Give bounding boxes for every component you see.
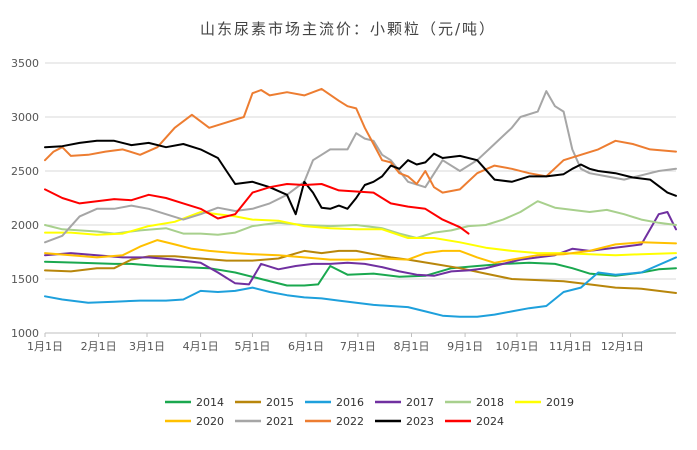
chart-title: 山东尿素市场主流价：小颗粒（元/吨）	[200, 20, 496, 38]
legend-label-2024: 2024	[476, 415, 504, 428]
legend-label-2022: 2022	[336, 415, 364, 428]
x-tick-label: 12月1日	[601, 340, 644, 353]
legend-label-2014: 2014	[196, 396, 224, 409]
x-tick-label: 6月1日	[288, 340, 324, 353]
y-tick-label: 1500	[11, 273, 39, 286]
x-tick-label: 9月1日	[447, 340, 483, 353]
x-tick-label: 10月1日	[495, 340, 538, 353]
legend-label-2015: 2015	[266, 396, 294, 409]
legend-label-2020: 2020	[196, 415, 224, 428]
series-line-2019	[44, 211, 677, 257]
x-tick-label: 2月1日	[81, 340, 117, 353]
series-line-2020	[44, 239, 677, 264]
legend-label-2016: 2016	[336, 396, 364, 409]
y-tick-label: 3000	[11, 111, 39, 124]
series-line-2016	[44, 256, 677, 318]
x-axis: 1月1日 2月1日 3月1日 4月1日 5月1日 6月1日 7月1日 8月1日 9月1日 10月1…	[27, 332, 676, 353]
y-axis: 1000 1500 2000 2500 3000 3500	[11, 57, 39, 340]
x-tick-label: 8月1日	[393, 340, 429, 353]
series-line-2023	[44, 139, 677, 216]
legend-label-2023: 2023	[406, 415, 434, 428]
x-tick-label: 11月1日	[549, 340, 592, 353]
y-tick-label: 2000	[11, 219, 39, 232]
x-tick-label: 1月1日	[27, 340, 63, 353]
y-tick-label: 1000	[11, 327, 39, 340]
legend: 2014 2015 2016 2017 2018 2019 2020 2021 2022 2023…	[165, 396, 574, 428]
x-tick-label: 7月1日	[340, 340, 376, 353]
y-tick-label: 2500	[11, 165, 39, 178]
series-lines	[44, 87, 677, 318]
legend-label-2017: 2017	[406, 396, 434, 409]
x-tick-label: 5月1日	[234, 340, 270, 353]
legend-label-2018: 2018	[476, 396, 504, 409]
x-tick-label: 3月1日	[129, 340, 165, 353]
series-line-2024	[44, 183, 470, 235]
y-tick-label: 3500	[11, 57, 39, 70]
series-line-2018	[44, 200, 677, 239]
series-line-2014	[44, 260, 677, 287]
series-line-2022	[44, 87, 677, 194]
legend-label-2019: 2019	[546, 396, 574, 409]
series-line-2021	[44, 90, 677, 244]
legend-label-2021: 2021	[266, 415, 294, 428]
x-tick-label: 4月1日	[183, 340, 219, 353]
